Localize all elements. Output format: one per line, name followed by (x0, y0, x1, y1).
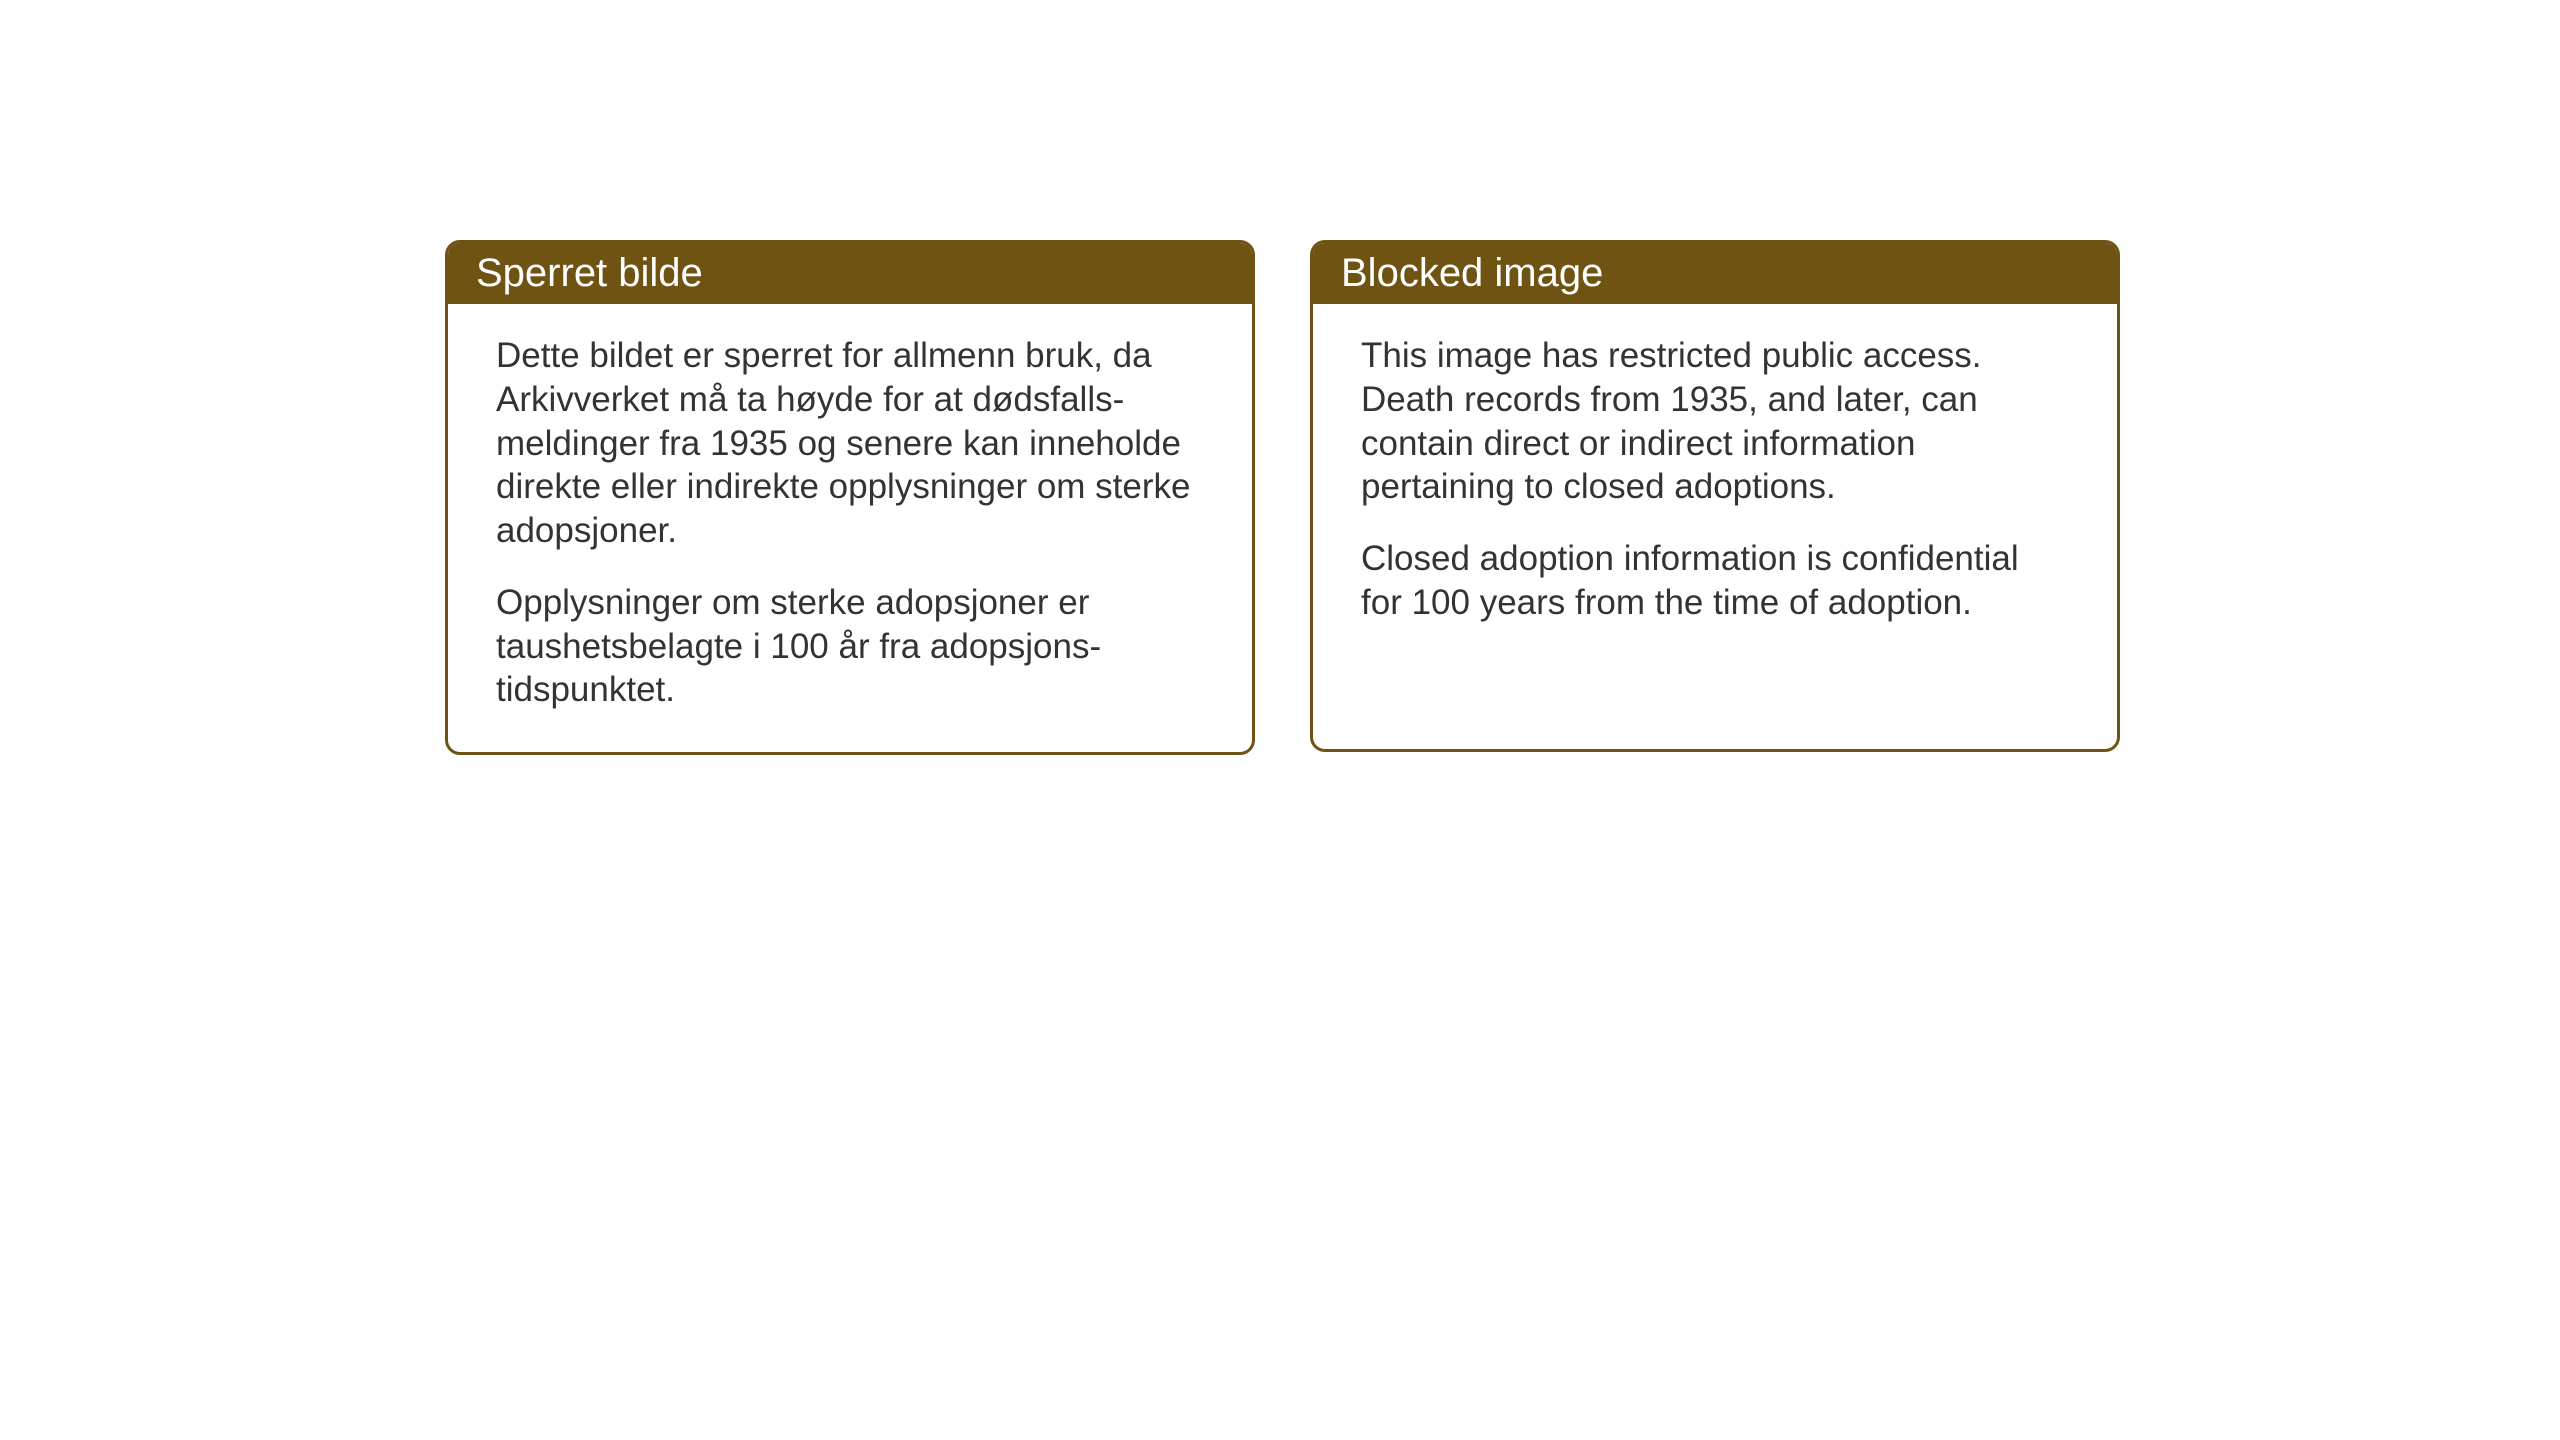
english-paragraph-2: Closed adoption information is confident… (1361, 537, 2069, 625)
norwegian-paragraph-2: Opplysninger om sterke adopsjoner er tau… (496, 581, 1204, 712)
norwegian-notice-card: Sperret bilde Dette bildet er sperret fo… (445, 240, 1255, 755)
norwegian-paragraph-1: Dette bildet er sperret for allmenn bruk… (496, 334, 1204, 553)
english-notice-title: Blocked image (1313, 243, 2117, 304)
notice-container: Sperret bilde Dette bildet er sperret fo… (445, 240, 2120, 755)
english-paragraph-1: This image has restricted public access.… (1361, 334, 2069, 509)
english-notice-body: This image has restricted public access.… (1313, 304, 2117, 665)
norwegian-notice-title: Sperret bilde (448, 243, 1252, 304)
english-notice-card: Blocked image This image has restricted … (1310, 240, 2120, 752)
norwegian-notice-body: Dette bildet er sperret for allmenn bruk… (448, 304, 1252, 752)
